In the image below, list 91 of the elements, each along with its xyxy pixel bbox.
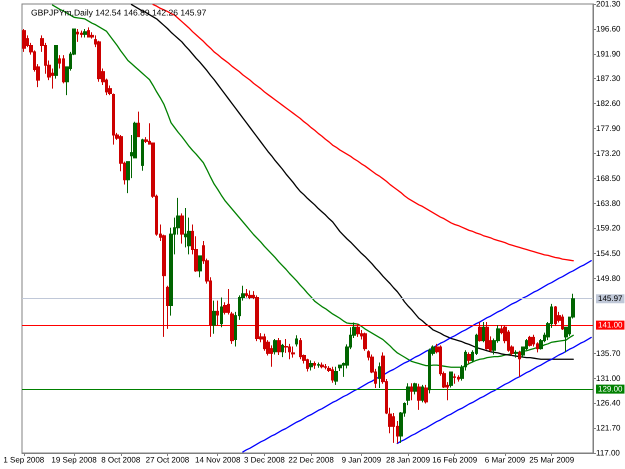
- y-tick-label: 168.50: [596, 174, 622, 184]
- candlestick: [83, 28, 87, 38]
- y-tick-label: 196.60: [596, 24, 622, 34]
- x-tick-label: 25 Mar 2009: [529, 456, 575, 464]
- candlestick: [417, 383, 421, 410]
- candlestick: [356, 323, 360, 338]
- x-tick-label: 19 Sep 2008: [51, 456, 98, 464]
- candlestick: [453, 373, 456, 384]
- candlestick: [76, 28, 79, 42]
- candlestick: [363, 332, 367, 352]
- candlestick: [62, 54, 65, 84]
- candlestick: [141, 138, 144, 172]
- candlestick: [324, 364, 327, 370]
- candlestick: [410, 382, 413, 401]
- candlestick: [80, 30, 83, 38]
- candlestick: [478, 321, 482, 342]
- y-tick-label: 117.00: [596, 448, 620, 458]
- candlestick: [295, 334, 298, 347]
- x-tick-label: 22 Dec 2008: [288, 456, 334, 464]
- candlestick: [180, 212, 184, 244]
- candlestick: [467, 352, 471, 364]
- candlestick: [507, 329, 510, 352]
- candlestick: [273, 338, 277, 355]
- candlestick: [212, 300, 216, 334]
- candlestick: [518, 350, 521, 378]
- y-tick-label: 177.90: [596, 124, 622, 134]
- x-tick-label: 1 Sep 2008: [3, 456, 45, 464]
- candlestick: [485, 321, 489, 350]
- candlestick: [245, 288, 248, 298]
- y-tick-label: 121.70: [596, 423, 622, 432]
- candlestick: [299, 337, 302, 360]
- candlestick: [216, 300, 219, 326]
- line-series: [242, 260, 592, 453]
- candlestick: [554, 305, 557, 326]
- y-tick-label: 154.50: [596, 248, 622, 258]
- x-tick-label: 14 Nov 2008: [195, 456, 241, 464]
- candlestick: [220, 296, 223, 328]
- candlestick: [561, 314, 564, 330]
- candlestick: [320, 362, 324, 369]
- candlestick: [413, 382, 417, 395]
- ref-line-label: 141.00: [598, 320, 624, 330]
- x-tick-label: 3 Dec 2008: [244, 456, 286, 464]
- x-tick-label: 28 Jan 2009: [386, 456, 431, 464]
- candlestick: [428, 348, 431, 394]
- candlestick: [281, 343, 284, 358]
- candlestick: [421, 384, 424, 403]
- candlestick: [334, 366, 338, 386]
- y-tick-label: 126.40: [596, 398, 622, 408]
- candlestick: [22, 28, 26, 52]
- candlestick: [331, 366, 334, 384]
- x-tick-label: 27 Oct 2008: [146, 456, 190, 464]
- ref-line-label: 145.97: [598, 294, 624, 304]
- y-tick-label: 131.00: [596, 374, 622, 383]
- y-tick-label: 149.80: [596, 274, 622, 283]
- candlestick: [166, 285, 169, 330]
- y-tick-label: 135.70: [596, 348, 622, 358]
- y-tick-label: 191.90: [596, 50, 622, 59]
- ref-line-label: 129.00: [598, 384, 624, 394]
- candlestick: [263, 333, 266, 352]
- y-tick-label: 163.80: [596, 199, 622, 208]
- candlestick: [309, 360, 313, 371]
- candlestick: [378, 362, 381, 389]
- y-tick-label: 201.30: [596, 0, 622, 8]
- line-series: [396, 336, 592, 444]
- candlestick: [313, 360, 316, 370]
- candlestick: [317, 362, 320, 368]
- candlestick: [514, 350, 518, 358]
- x-tick-label: 9 Jan 2009: [342, 456, 382, 464]
- candlestick: [528, 335, 532, 347]
- x-tick-label: 8 Oct 2008: [101, 456, 141, 464]
- y-tick-label: 173.20: [596, 149, 622, 158]
- candlestick: [306, 358, 309, 372]
- candlestick: [449, 372, 453, 388]
- candlestick: [255, 294, 259, 342]
- candlestick: [248, 290, 252, 300]
- x-tick-label: 6 Mar 2009: [484, 456, 526, 464]
- candlestick: [288, 343, 291, 360]
- candlestick: [54, 45, 58, 80]
- candlestick: [277, 337, 281, 356]
- line-series: [152, 4, 574, 262]
- y-tick-label: 187.30: [596, 74, 622, 84]
- y-tick-label: 182.60: [596, 99, 622, 108]
- y-tick-label: 159.20: [596, 224, 622, 233]
- candlestick: [457, 374, 460, 382]
- candlestick: [291, 346, 295, 358]
- candlestick: [482, 321, 485, 343]
- candlestick: [198, 255, 202, 278]
- candlestick: [424, 384, 428, 404]
- candlestick: [87, 26, 90, 38]
- x-tick-label: 16 Feb 2009: [432, 456, 478, 464]
- candlestick: [137, 111, 140, 138]
